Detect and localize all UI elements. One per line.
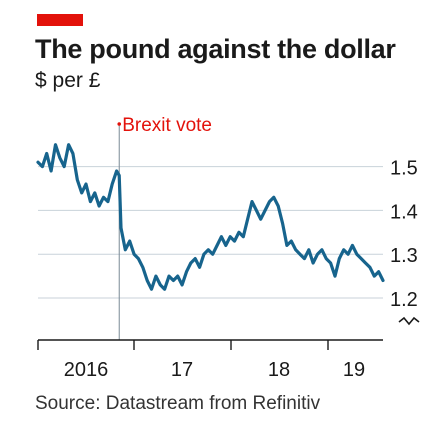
y-tick-label: 1.2 — [390, 289, 418, 311]
y-tick-label: 1.4 — [390, 201, 418, 223]
chart-title: The pound against the dollar — [35, 34, 396, 64]
x-tick-label: 19 — [343, 359, 365, 381]
y-axis-tick-labels: 1.2 1.3 1.4 1.5 — [390, 158, 420, 326]
chart-subtitle: $ per £ — [35, 69, 101, 92]
x-tick-label: 17 — [171, 359, 193, 381]
y-tick-label: 1.5 — [390, 158, 418, 180]
series-group — [36, 143, 385, 291]
annotation-dot — [117, 122, 122, 126]
series-line — [36, 143, 385, 291]
annotation-label: Brexit vote — [122, 115, 212, 136]
x-axis — [37, 339, 383, 350]
gridlines — [38, 166, 383, 299]
axis-break-marker — [398, 316, 420, 326]
x-tick-label: 18 — [268, 359, 290, 381]
y-tick-label: 1.3 — [390, 245, 418, 267]
brand-tag — [37, 14, 83, 26]
chart-source: Source: Datastream from Refinitiv — [35, 393, 321, 414]
x-tick-label: 2016 — [64, 359, 109, 381]
x-axis-tick-labels: 2016 17 18 19 — [64, 359, 365, 381]
annotation-group: Brexit vote — [117, 115, 212, 340]
